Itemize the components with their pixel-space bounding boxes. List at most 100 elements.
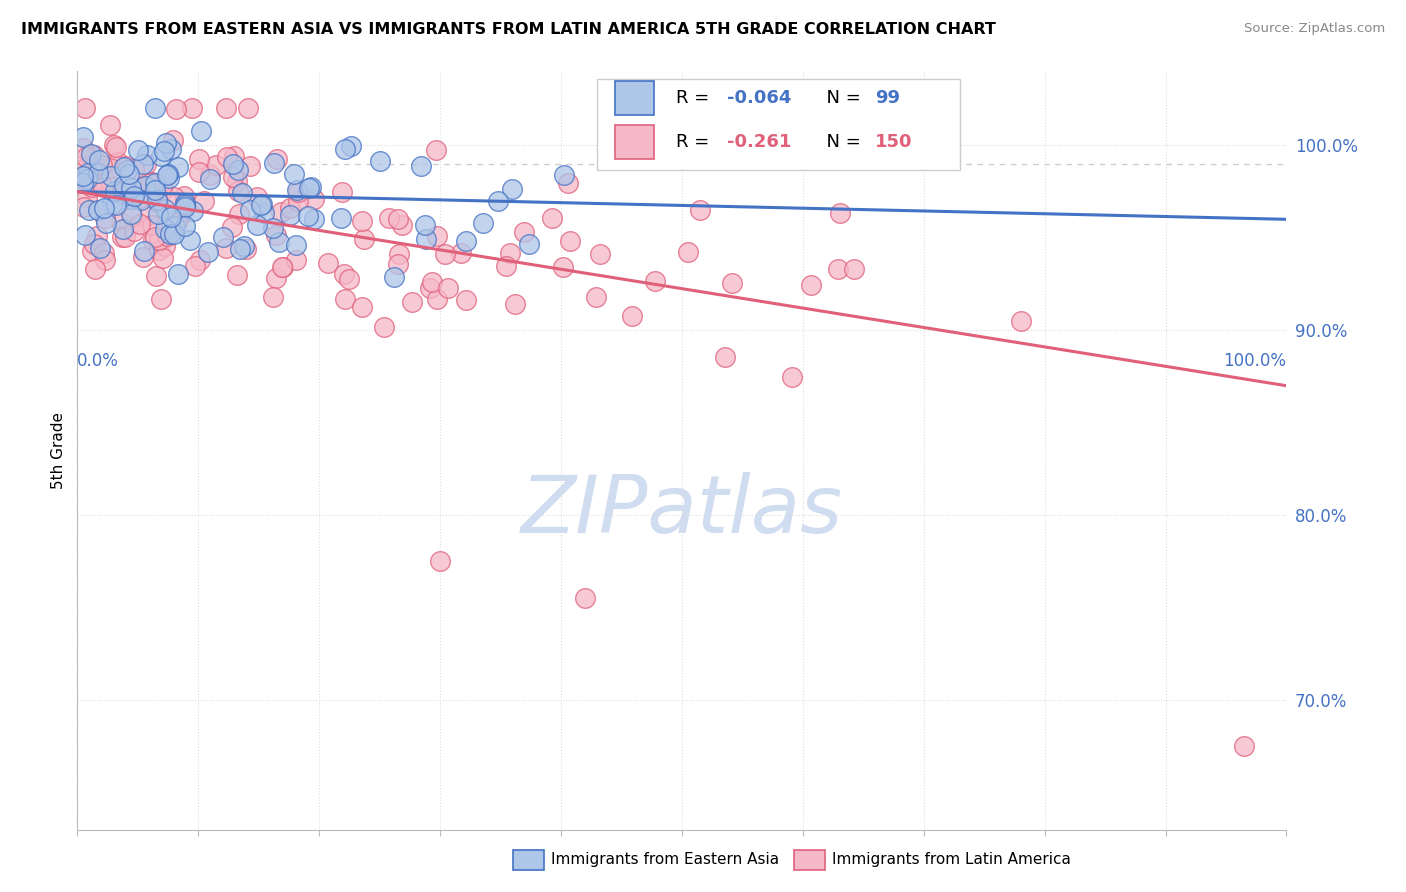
Point — [353, 232, 375, 246]
Point — [721, 276, 744, 290]
Point — [1233, 739, 1256, 754]
Point — [135, 157, 157, 171]
Point — [337, 271, 360, 285]
Point — [173, 219, 195, 233]
Point — [146, 193, 169, 207]
Point — [224, 149, 246, 163]
Point — [225, 268, 247, 283]
Point — [134, 178, 156, 193]
Point — [517, 237, 540, 252]
Point — [93, 246, 115, 260]
Text: 150: 150 — [876, 133, 912, 151]
Text: ZIPatlas: ZIPatlas — [520, 472, 844, 550]
Point — [105, 198, 128, 212]
Point — [169, 210, 191, 224]
Point — [80, 244, 103, 259]
Point — [167, 267, 190, 281]
Point — [141, 219, 163, 233]
Point — [72, 162, 94, 177]
Point — [118, 167, 141, 181]
Point — [112, 178, 135, 192]
Point — [231, 186, 253, 201]
Point — [283, 167, 305, 181]
Point — [278, 208, 301, 222]
Point — [127, 143, 149, 157]
Point — [228, 184, 250, 198]
Point — [143, 229, 166, 244]
Text: R =: R = — [676, 133, 714, 151]
Point — [238, 159, 260, 173]
Point — [93, 202, 115, 216]
Point — [827, 262, 849, 277]
Point — [454, 234, 477, 248]
Point — [91, 180, 114, 194]
Point — [79, 150, 101, 164]
Point — [780, 369, 803, 384]
Point — [713, 350, 735, 364]
Point — [644, 274, 666, 288]
Point — [284, 252, 307, 267]
Point — [76, 190, 98, 204]
Point — [139, 176, 162, 190]
Point — [264, 270, 287, 285]
Point — [156, 168, 179, 182]
Point — [340, 139, 363, 153]
Point — [297, 181, 319, 195]
Text: R =: R = — [676, 89, 714, 107]
Point — [141, 175, 163, 189]
Point — [73, 200, 96, 214]
Point — [239, 203, 262, 218]
Point — [75, 227, 97, 242]
Point — [167, 161, 190, 175]
Point — [138, 208, 160, 222]
Point — [228, 207, 250, 221]
Text: 100.0%: 100.0% — [1223, 351, 1286, 370]
Point — [284, 238, 307, 252]
Point — [122, 224, 145, 238]
Point — [94, 252, 117, 267]
Point — [198, 168, 221, 182]
Point — [409, 160, 432, 174]
Point — [100, 161, 122, 175]
Point — [110, 186, 132, 201]
Point — [129, 217, 152, 231]
Point — [173, 189, 195, 203]
Point — [165, 219, 187, 234]
Point — [152, 251, 174, 265]
Point — [148, 194, 170, 209]
Point — [382, 269, 405, 284]
Point — [72, 163, 94, 178]
Point — [72, 141, 94, 155]
Point — [200, 171, 222, 186]
Point — [110, 215, 132, 229]
Point — [100, 169, 122, 183]
Point — [205, 158, 228, 172]
Point — [72, 158, 94, 172]
Point — [187, 164, 209, 178]
Point — [302, 212, 325, 227]
Point — [472, 216, 495, 230]
FancyBboxPatch shape — [598, 79, 960, 170]
Point — [135, 147, 157, 161]
Point — [104, 184, 127, 198]
Point — [388, 246, 411, 260]
Point — [174, 200, 197, 214]
Point — [72, 169, 94, 184]
Point — [153, 239, 176, 253]
Point — [285, 183, 308, 197]
Point — [86, 228, 108, 243]
Point — [437, 281, 460, 295]
Point — [120, 207, 142, 221]
Point — [143, 183, 166, 197]
Point — [173, 195, 195, 210]
Point — [387, 212, 409, 227]
Point — [557, 176, 579, 190]
Point — [76, 178, 98, 192]
Point — [287, 194, 309, 208]
Point — [271, 260, 294, 275]
Point — [80, 179, 103, 194]
Point — [350, 300, 373, 314]
Point — [420, 275, 443, 289]
Point — [152, 144, 174, 158]
Point — [118, 219, 141, 233]
